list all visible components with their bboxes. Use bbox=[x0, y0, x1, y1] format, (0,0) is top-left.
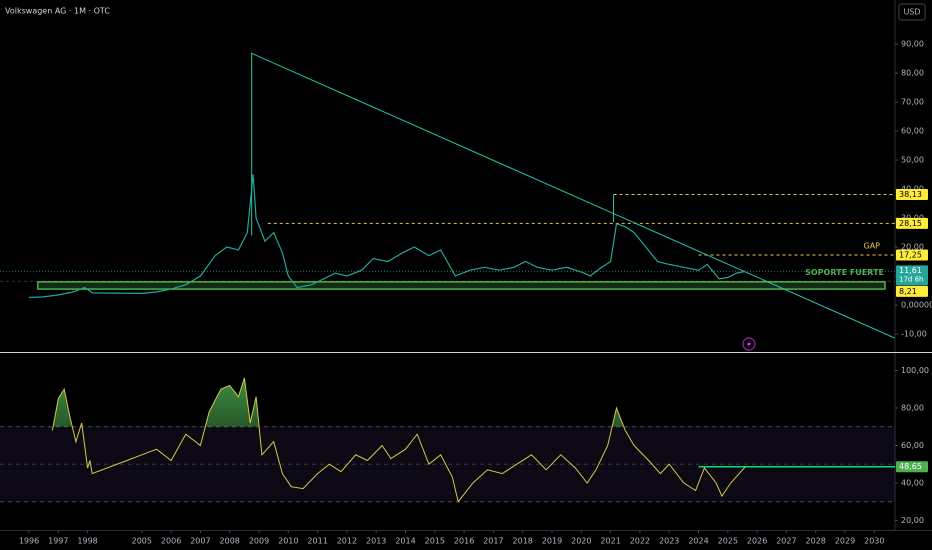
y-tick-label: 60,00 bbox=[901, 127, 924, 136]
x-tick-label: 2010 bbox=[278, 537, 298, 546]
level-label: 38,13 bbox=[899, 190, 922, 199]
countdown: 17d 6h bbox=[899, 275, 923, 283]
x-tick-label: 2027 bbox=[776, 537, 796, 546]
x-tick-label: 2013 bbox=[366, 537, 386, 546]
trendline bbox=[250, 52, 895, 339]
rsi-level-label-box bbox=[896, 461, 928, 473]
x-tick-label: 2024 bbox=[688, 537, 708, 546]
y-tick-label: 70,00 bbox=[901, 98, 924, 107]
x-tick-label: 2026 bbox=[747, 537, 767, 546]
x-tick-label: 2023 bbox=[659, 537, 679, 546]
level-note: GAP bbox=[864, 242, 881, 251]
chart-title: Volkswagen AG · 1M · OTC bbox=[5, 7, 110, 16]
x-tick-label: 2025 bbox=[718, 537, 738, 546]
x-tick-label: 2009 bbox=[249, 537, 269, 546]
level-label-box bbox=[896, 249, 928, 261]
y-tick-label: 60,00 bbox=[901, 441, 924, 450]
x-tick-label: 2020 bbox=[571, 537, 591, 546]
x-tick-label: 2028 bbox=[806, 537, 826, 546]
level-label: 17,25 bbox=[899, 251, 922, 260]
y-tick-label: 40,00 bbox=[901, 478, 924, 487]
price-pane bbox=[0, 52, 895, 339]
level-label: 28,15 bbox=[899, 219, 922, 228]
x-tick-label: 2015 bbox=[425, 537, 445, 546]
currency-box[interactable] bbox=[898, 3, 926, 21]
rsi-level-label: 48,65 bbox=[899, 462, 922, 471]
y-tick-label: 90,00 bbox=[901, 40, 924, 49]
last-price-box bbox=[896, 265, 928, 286]
last-price-label: 11,61 bbox=[899, 266, 922, 275]
x-tick-label: 2022 bbox=[630, 537, 650, 546]
y-tick-label: 80,00 bbox=[901, 69, 924, 78]
x-tick-label: 2014 bbox=[395, 537, 415, 546]
level-label: 8,21 bbox=[899, 287, 917, 296]
x-tick-label: 2016 bbox=[454, 537, 474, 546]
x-tick-label: 1998 bbox=[77, 537, 97, 546]
support-label: SOPORTE FUERTE bbox=[805, 268, 884, 277]
x-tick-label: 2017 bbox=[483, 537, 503, 546]
x-tick-label: 2005 bbox=[132, 537, 152, 546]
x-tick-label: 2019 bbox=[542, 537, 562, 546]
x-tick-label: 2006 bbox=[161, 537, 181, 546]
x-tick-label: 2018 bbox=[513, 537, 533, 546]
x-tick-label: 2008 bbox=[220, 537, 240, 546]
y-tick-label: 100,00 bbox=[901, 366, 929, 375]
rsi-pane bbox=[0, 377, 895, 503]
level-label-box bbox=[896, 217, 928, 229]
y-tick-label: 50,00 bbox=[901, 156, 924, 165]
y-tick-label: 80,00 bbox=[901, 403, 924, 412]
support-band bbox=[37, 281, 886, 290]
x-tick-label: 2030 bbox=[864, 537, 884, 546]
x-tick-label: 1996 bbox=[19, 537, 39, 546]
x-tick-label: 1997 bbox=[48, 537, 68, 546]
price-line bbox=[28, 174, 746, 299]
level-label-box bbox=[896, 285, 928, 297]
y-tick-label: -10,00 bbox=[901, 330, 927, 339]
x-tick-label: 2007 bbox=[190, 537, 210, 546]
rsi-line bbox=[51, 377, 746, 503]
rsi-band bbox=[0, 426, 895, 502]
currency[interactable]: USD bbox=[903, 8, 920, 17]
x-tick-label: 2029 bbox=[835, 537, 855, 546]
y-tick-label: 0,000000 bbox=[901, 301, 932, 310]
y-tick-label: 20,00 bbox=[901, 516, 924, 525]
x-tick-label: 2011 bbox=[307, 537, 327, 546]
alert-icon[interactable] bbox=[742, 337, 756, 351]
x-tick-label: 2021 bbox=[600, 537, 620, 546]
level-label-box bbox=[896, 188, 928, 200]
x-tick-label: 2012 bbox=[337, 537, 357, 546]
y-tick-label: 20,00 bbox=[901, 243, 924, 252]
